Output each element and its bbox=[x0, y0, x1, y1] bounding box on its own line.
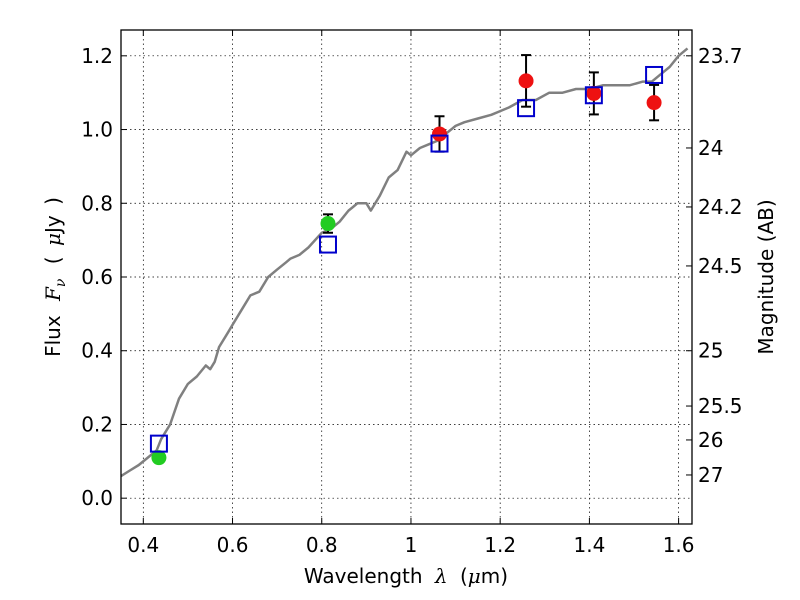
x-tick-label: 1.2 bbox=[484, 533, 516, 557]
y-axis-label-unit-open: ( bbox=[41, 256, 65, 264]
x-axis-label-unit-mu: μ bbox=[468, 564, 481, 588]
y2-tick-label: 24.5 bbox=[698, 254, 743, 278]
data-point-circle bbox=[151, 450, 167, 466]
model-spectrum-line bbox=[121, 47, 689, 478]
y2-tick-label: 26 bbox=[698, 428, 723, 452]
y-axis-label: Flux Fν ( μJy ) bbox=[41, 197, 70, 357]
data-point-square bbox=[517, 99, 536, 118]
x-axis-label-symbol: λ bbox=[434, 564, 448, 588]
y-tick-label: 0.8 bbox=[81, 191, 113, 215]
data-markers bbox=[149, 54, 664, 466]
y-axis-label-unit-rest: Jy bbox=[41, 215, 65, 235]
x-axis-label-unit-rest: m) bbox=[481, 564, 508, 588]
data-point-circle bbox=[646, 95, 662, 111]
y2-tick-label: 27 bbox=[698, 463, 723, 487]
data-point-square bbox=[645, 65, 664, 84]
y-tick-label: 0.6 bbox=[81, 265, 113, 289]
x-axis-label: Wavelength λ (μm) bbox=[304, 564, 508, 588]
y-axis-label-unit-close: ) bbox=[41, 197, 65, 205]
y-tick-label: 0.2 bbox=[81, 412, 113, 436]
y-axis-label-subscript: ν bbox=[53, 278, 69, 287]
x-axis-label-unit-open: ( bbox=[460, 564, 468, 588]
x-tick-label: 0.4 bbox=[127, 533, 159, 557]
y-axis-label-symbol: F bbox=[41, 286, 65, 302]
grid-lines bbox=[121, 30, 692, 524]
data-point-square bbox=[584, 86, 603, 105]
data-point-square bbox=[430, 134, 449, 153]
x-tick-label: 1.4 bbox=[573, 533, 605, 557]
x-tick-label: 0.6 bbox=[217, 533, 249, 557]
data-point-circle bbox=[320, 216, 336, 232]
x-tick-label: 1.6 bbox=[663, 533, 695, 557]
x-tick-label: 1 bbox=[405, 533, 418, 557]
data-point-square bbox=[149, 434, 168, 453]
y2-tick-label: 24.2 bbox=[698, 195, 743, 219]
y-tick-label: 0.4 bbox=[81, 339, 113, 363]
data-point-square bbox=[318, 235, 337, 254]
y-axis-label-unit-mu: μ bbox=[41, 233, 65, 246]
data-point-circle bbox=[586, 85, 602, 101]
y-tick-label: 1.2 bbox=[81, 44, 113, 68]
data-point-circle bbox=[518, 73, 534, 89]
y-tick-label: 0.0 bbox=[81, 486, 113, 510]
axis-ticks: 0.4 0.6 0.8 1 1.2 1.4 1.6 0.0 0.2 0.4 0.6 0.8 1.0 1.2… bbox=[81, 30, 743, 557]
x-tick-label: 0.8 bbox=[306, 533, 338, 557]
x-axis-label-prefix: Wavelength bbox=[304, 564, 423, 588]
plot-data bbox=[121, 47, 689, 478]
y-axis-label-prefix: Flux bbox=[41, 315, 65, 357]
data-point-circle bbox=[432, 126, 448, 142]
y2-tick-label: 25 bbox=[698, 339, 723, 363]
y2-axis-label: Magnitude (AB) bbox=[754, 199, 778, 354]
y2-tick-label: 23.7 bbox=[698, 44, 743, 68]
y-tick-label: 1.0 bbox=[81, 118, 113, 142]
y2-tick-label: 24 bbox=[698, 136, 723, 160]
y2-tick-label: 25.5 bbox=[698, 394, 743, 418]
